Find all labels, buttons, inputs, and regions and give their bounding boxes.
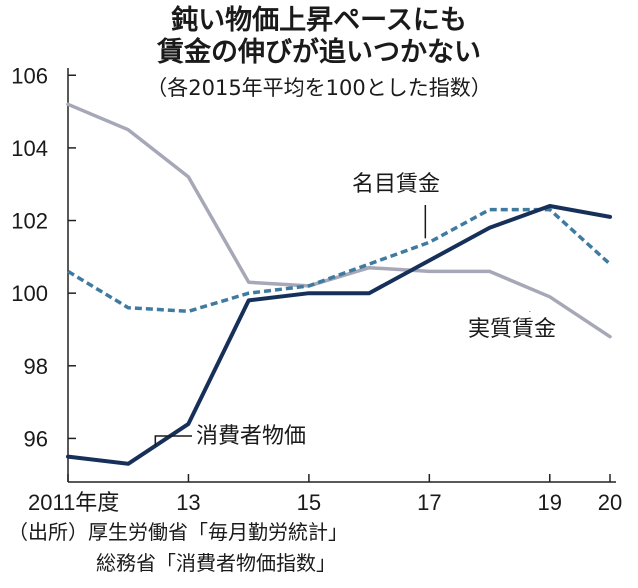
data-point-cpi [608,215,612,219]
x-tick-label: 19 [538,490,562,515]
data-point-real [367,266,371,270]
data-point-cpi [247,298,251,302]
data-point-real [488,269,492,273]
y-tick-label: 102 [11,209,48,234]
series-line-cpi [66,204,612,466]
data-point-nominal [367,262,371,266]
series-line-real [66,102,612,339]
data-point-cpi [186,422,190,426]
y-tick-label: 100 [11,281,48,306]
data-point-nominal [247,291,251,295]
x-tick-label: 15 [297,490,321,515]
data-point-real [548,295,552,299]
series-label-real: 実質賃金 [468,317,556,342]
x-tick-label: 20 [598,490,622,515]
x-tick-label: 13 [176,490,200,515]
source-note-line-1: （出所）厚生労働省「毎月勤労統計」 [8,520,348,544]
chart-title-line-1: 鈍い物価上昇ペースにも [171,5,467,36]
data-point-nominal [186,309,190,313]
chart-subtitle: （各2015年平均を100とした指数） [146,76,492,100]
y-tick-label: 106 [11,63,48,88]
x-tick-label: 2011年度 [28,490,119,515]
data-point-real [126,128,130,132]
data-point-real [247,280,251,284]
data-point-cpi [427,258,431,262]
y-tick-label: 104 [11,136,48,161]
data-point-cpi [126,462,130,466]
data-point-nominal [488,208,492,212]
data-point-real [608,335,612,339]
chart-title-line-2: 賃金の伸びが追いつかない [157,37,481,68]
data-point-nominal [66,269,70,273]
data-point-real [186,175,190,179]
data-point-nominal [608,262,612,266]
data-point-cpi [548,204,552,208]
y-tick-label: 98 [24,354,48,379]
data-point-cpi [367,291,371,295]
data-point-cpi [488,226,492,230]
data-point-cpi [66,455,70,459]
data-point-cpi [307,291,311,295]
x-tick-label: 17 [417,490,441,515]
line-chart: 96 98 100 102 104 106 2011年度 13 15 17 19 20 名目賃金実質賃金… [11,63,622,515]
data-point-nominal [307,284,311,288]
data-point-real [427,269,431,273]
series-line-nominal [67,207,612,314]
data-point-real [66,102,70,106]
leader-line-cpi [154,435,192,446]
data-point-nominal [427,240,431,244]
source-note-line-2: 総務省「消費者物価指数」 [96,551,336,575]
y-tick-label: 96 [24,426,48,451]
series-label-cpi: 消費者物価 [196,424,306,449]
data-point-nominal [126,306,130,310]
series-label-nominal: 名目賃金 [352,172,440,197]
